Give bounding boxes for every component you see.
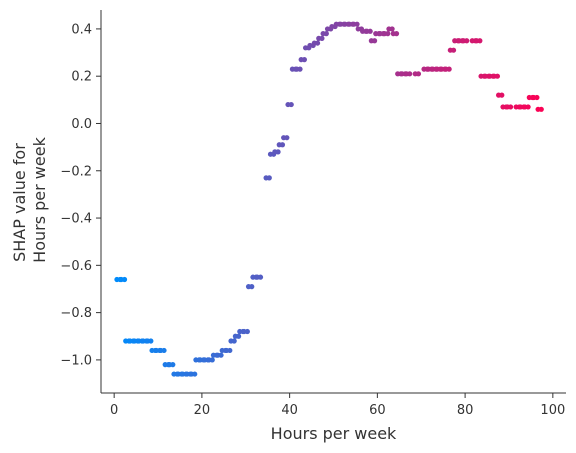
data-point	[227, 347, 233, 354]
y-axis-label-line-2: Hours per week	[30, 136, 49, 262]
y-tick-label: 0.0	[71, 117, 92, 132]
y-tick-label: −1.0	[60, 353, 92, 368]
axes	[100, 10, 566, 394]
data-point	[407, 71, 413, 77]
data-point	[279, 142, 286, 148]
data-point	[354, 21, 360, 27]
data-point	[249, 284, 255, 290]
data-point	[385, 31, 391, 37]
x-tick-label: 60	[369, 403, 386, 418]
data-point	[275, 149, 281, 155]
y-tick-label: 0.4	[71, 22, 92, 37]
x-tick-label: 0	[110, 403, 118, 418]
x-tick-label: 100	[540, 403, 565, 418]
data-point	[464, 38, 470, 44]
x-axis-label: Hours per week	[271, 424, 397, 443]
data-point	[314, 40, 321, 46]
y-ticks: 0.4 0.2 0.0 −0.2 −0.4 −0.6 −0.8 −1.0	[60, 22, 101, 368]
data-point	[218, 352, 224, 358]
y-tick-label: −0.8	[60, 306, 92, 321]
x-tick-label: 20	[194, 403, 211, 418]
x-tick-label: 80	[457, 403, 474, 418]
data-point	[161, 347, 167, 354]
y-tick-label: −0.2	[60, 164, 92, 179]
data-point	[244, 328, 250, 335]
data-point	[323, 31, 329, 37]
data-point	[235, 333, 242, 339]
data-point	[288, 101, 294, 108]
data-point	[371, 38, 378, 44]
data-point	[499, 92, 505, 98]
data-point	[450, 47, 457, 53]
data-point	[209, 357, 215, 363]
data-point	[257, 274, 264, 280]
x-tick-label: 40	[281, 403, 298, 418]
y-axis-label: SHAP value for Hours per week	[10, 136, 49, 262]
data-point	[367, 28, 373, 34]
data-point	[192, 371, 198, 377]
data-point	[415, 71, 422, 77]
data-point	[446, 66, 452, 72]
data-point	[389, 26, 395, 32]
data-point	[148, 338, 154, 344]
data-points	[114, 21, 544, 377]
y-tick-label: 0.2	[71, 70, 92, 85]
data-point	[538, 106, 544, 112]
data-point	[266, 175, 272, 181]
data-point	[477, 38, 483, 44]
y-tick-label: −0.6	[60, 259, 92, 274]
data-point	[297, 66, 303, 72]
data-point	[534, 94, 540, 101]
data-point	[121, 276, 128, 283]
data-point	[525, 104, 531, 110]
y-axis-label-line-1: SHAP value for	[10, 143, 29, 262]
data-point	[231, 338, 237, 344]
data-point	[507, 104, 514, 110]
data-point	[494, 73, 501, 79]
data-point	[284, 135, 290, 141]
data-point	[319, 35, 325, 41]
data-point	[170, 362, 176, 368]
data-point	[393, 31, 400, 37]
x-ticks: 0 20 40 60 80 100	[110, 393, 565, 418]
data-point	[301, 57, 307, 63]
y-tick-label: −0.4	[60, 212, 92, 227]
